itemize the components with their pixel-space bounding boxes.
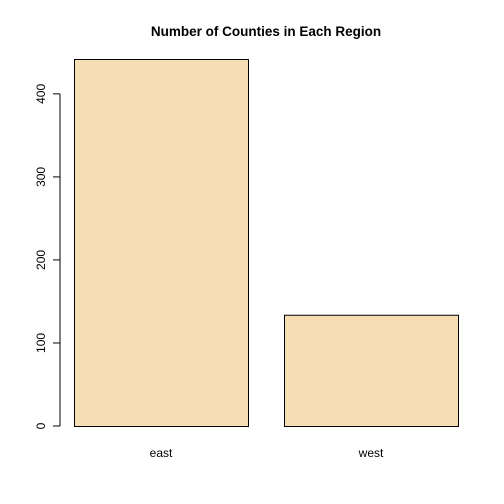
y-tick-label: 0 xyxy=(34,422,48,429)
y-tick-label: 100 xyxy=(34,333,48,353)
y-axis: 0 100 200 300 400 xyxy=(34,84,61,429)
bar-group xyxy=(74,59,459,427)
chart-title: Number of Counties in Each Region xyxy=(151,24,381,39)
x-category-label: east xyxy=(150,446,173,460)
bar-east xyxy=(74,59,249,427)
bar-west xyxy=(284,314,459,427)
y-tick-label: 200 xyxy=(34,250,48,270)
x-category-label: west xyxy=(358,446,384,460)
y-tick-label: 300 xyxy=(34,167,48,187)
y-tick-label: 400 xyxy=(34,84,48,104)
x-axis-labels: east west xyxy=(150,446,384,460)
